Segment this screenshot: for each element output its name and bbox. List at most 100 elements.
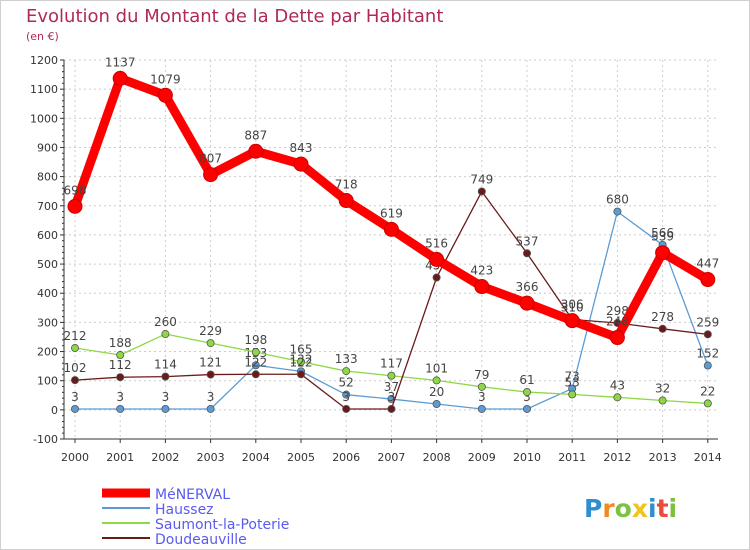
data-point bbox=[296, 370, 305, 379]
data-label: 3 bbox=[342, 390, 350, 404]
x-tick-label: 2010 bbox=[513, 451, 541, 464]
data-label: 198 bbox=[244, 333, 267, 347]
data-label: 114 bbox=[154, 358, 177, 372]
data-point bbox=[116, 404, 125, 413]
data-label: 3 bbox=[523, 390, 531, 404]
data-point bbox=[206, 339, 215, 348]
data-point bbox=[655, 245, 671, 261]
y-tick-label: -100 bbox=[33, 433, 58, 446]
data-point bbox=[432, 400, 441, 409]
x-tick-label: 2005 bbox=[287, 451, 315, 464]
data-label: 53 bbox=[565, 375, 580, 389]
data-point bbox=[609, 330, 625, 346]
data-point bbox=[296, 357, 305, 366]
y-tick-label: 800 bbox=[37, 171, 58, 184]
data-label: 278 bbox=[651, 310, 674, 324]
data-label: 165 bbox=[290, 343, 313, 357]
x-tick-label: 2013 bbox=[649, 451, 677, 464]
y-tick-label: 500 bbox=[37, 258, 58, 271]
logo-letter-t: t bbox=[657, 494, 669, 523]
logo-letter-r: r bbox=[602, 494, 615, 523]
data-label: 310 bbox=[561, 300, 584, 314]
y-tick-label: 600 bbox=[37, 229, 58, 242]
data-label: 749 bbox=[470, 172, 493, 186]
data-label: 718 bbox=[335, 178, 358, 192]
x-tick-label: 2008 bbox=[423, 451, 451, 464]
data-label: 887 bbox=[244, 128, 267, 142]
data-label: 537 bbox=[516, 234, 539, 248]
data-label: 152 bbox=[696, 347, 719, 361]
data-label: 698 bbox=[64, 183, 87, 197]
data-label: 32 bbox=[655, 382, 670, 396]
data-point bbox=[429, 251, 445, 267]
data-point bbox=[477, 382, 486, 391]
data-label: 3 bbox=[71, 390, 79, 404]
data-point bbox=[161, 330, 170, 339]
data-label: 20 bbox=[429, 385, 444, 399]
data-label: 122 bbox=[244, 355, 267, 369]
x-tick-label: 2006 bbox=[332, 451, 360, 464]
logo-letter-o: o bbox=[615, 494, 632, 523]
legend-label: Doudeauville bbox=[155, 532, 247, 548]
data-point bbox=[387, 371, 396, 380]
logo-letter-i1: i bbox=[648, 494, 657, 523]
y-tick-label: 0 bbox=[51, 404, 58, 417]
y-tick-label: 1200 bbox=[30, 54, 58, 67]
data-label: 680 bbox=[606, 193, 629, 207]
data-point bbox=[293, 156, 309, 172]
data-label: 22 bbox=[700, 384, 715, 398]
data-point bbox=[523, 388, 532, 397]
data-point bbox=[342, 404, 351, 413]
y-tick-label: 200 bbox=[37, 346, 58, 359]
data-point bbox=[206, 370, 215, 379]
y-tick-label: 100 bbox=[37, 375, 58, 388]
data-point bbox=[342, 390, 351, 399]
data-point bbox=[703, 361, 712, 370]
data-point bbox=[432, 376, 441, 385]
data-point bbox=[338, 193, 354, 209]
y-tick-label: 300 bbox=[37, 316, 58, 329]
data-label: 229 bbox=[199, 324, 222, 338]
data-label: 1137 bbox=[105, 55, 136, 69]
logo-letter-i2: i bbox=[669, 494, 678, 523]
y-tick-label: 700 bbox=[37, 200, 58, 213]
data-label: 133 bbox=[335, 352, 358, 366]
data-point bbox=[658, 396, 667, 405]
data-label: 260 bbox=[154, 315, 177, 329]
data-point bbox=[432, 273, 441, 282]
data-label: 61 bbox=[519, 373, 534, 387]
y-tick-label: 1000 bbox=[30, 112, 58, 125]
x-tick-label: 2002 bbox=[151, 451, 179, 464]
data-point bbox=[342, 367, 351, 376]
data-label: 188 bbox=[109, 336, 132, 350]
logo-text: Proxiti bbox=[584, 494, 677, 523]
data-point bbox=[477, 187, 486, 196]
data-label: 52 bbox=[339, 376, 354, 390]
data-label: 121 bbox=[199, 356, 222, 370]
legend-label: Haussez bbox=[155, 502, 214, 518]
data-point bbox=[523, 249, 532, 258]
data-point bbox=[71, 376, 80, 385]
data-label: 3 bbox=[207, 390, 215, 404]
data-point bbox=[387, 404, 396, 413]
data-label: 101 bbox=[425, 361, 448, 375]
data-point bbox=[112, 70, 128, 86]
x-tick-label: 2007 bbox=[377, 451, 405, 464]
data-label: 539 bbox=[651, 230, 674, 244]
data-label: 3 bbox=[478, 390, 486, 404]
data-label: 3 bbox=[388, 390, 396, 404]
data-point bbox=[383, 221, 399, 237]
data-label: 306 bbox=[561, 298, 584, 312]
data-point bbox=[206, 404, 215, 413]
data-point bbox=[613, 207, 622, 216]
data-point bbox=[67, 198, 83, 214]
data-label: 73 bbox=[565, 370, 580, 384]
data-label: 843 bbox=[290, 141, 313, 155]
data-label: 1079 bbox=[150, 72, 181, 86]
x-tick-label: 2009 bbox=[468, 451, 496, 464]
data-label: 516 bbox=[425, 236, 448, 250]
data-point bbox=[613, 393, 622, 402]
y-tick-label: 1100 bbox=[30, 83, 58, 96]
data-label: 619 bbox=[380, 206, 403, 220]
data-point bbox=[203, 167, 219, 183]
